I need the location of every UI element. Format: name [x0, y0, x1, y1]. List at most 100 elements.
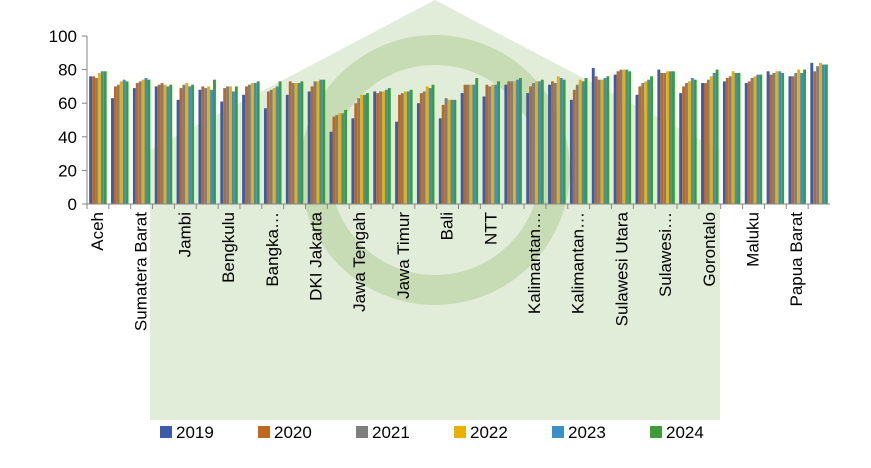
x-tick-label: Sulawesi Utara [612, 211, 631, 326]
bar [365, 93, 369, 204]
bar [310, 86, 314, 204]
bar [431, 84, 435, 204]
x-tick-label: Kalimantan… [569, 212, 588, 314]
bar [119, 81, 123, 204]
bar [135, 83, 139, 204]
bar [438, 118, 442, 204]
bar [650, 76, 653, 204]
bar [687, 81, 691, 204]
bar [562, 79, 566, 204]
x-tick-label: Jawa Tengah [350, 212, 369, 312]
bar [313, 81, 317, 204]
bar [516, 79, 519, 204]
bar [387, 88, 391, 204]
legend-label: 2020 [274, 423, 312, 442]
bar [144, 78, 148, 204]
bar [679, 93, 683, 204]
bar [147, 79, 151, 204]
bar [160, 83, 164, 204]
x-tick-label: Bali [438, 212, 457, 240]
bar [297, 83, 301, 204]
bar [138, 81, 142, 204]
bar [278, 81, 282, 204]
bar [725, 78, 729, 204]
legend-label: 2021 [372, 423, 410, 442]
bar [569, 99, 573, 204]
bar [111, 98, 114, 204]
bar [460, 93, 464, 204]
bar [671, 71, 675, 204]
bar [132, 88, 136, 204]
bar [641, 83, 645, 204]
bar [660, 72, 664, 205]
bar [210, 89, 214, 204]
bar [231, 91, 235, 204]
bar [198, 89, 202, 204]
bar [332, 116, 336, 204]
x-tick-label: Maluku [744, 212, 763, 267]
bar [703, 83, 707, 204]
bar [141, 79, 145, 204]
bar [513, 81, 517, 204]
bar [395, 121, 399, 204]
bar [731, 71, 735, 204]
bar [788, 76, 792, 204]
bar [425, 86, 429, 204]
bar [403, 91, 407, 204]
bar [400, 93, 404, 204]
legend-swatch [454, 426, 466, 438]
x-tick-label: Jambi [175, 212, 194, 257]
bar [497, 81, 501, 204]
bar [191, 84, 195, 204]
bar [363, 94, 366, 204]
legend-label: 2022 [470, 423, 508, 442]
bar [669, 71, 672, 204]
bar [534, 81, 538, 204]
bar [157, 84, 161, 204]
bar [819, 62, 822, 204]
bar [466, 84, 470, 204]
bar [537, 81, 541, 204]
bar [447, 99, 451, 204]
bar [488, 86, 492, 204]
bar [772, 72, 776, 205]
bar [769, 74, 773, 204]
bar [638, 86, 642, 204]
bar [504, 84, 508, 204]
bar [92, 76, 96, 204]
bar [628, 71, 632, 204]
bar [338, 113, 342, 204]
bar [382, 91, 385, 204]
bar [548, 84, 552, 204]
bar [416, 103, 420, 204]
bar [578, 79, 582, 204]
bar [291, 83, 295, 204]
bar [526, 93, 530, 204]
bar [591, 67, 595, 204]
bar [103, 71, 107, 204]
bar [800, 72, 804, 205]
bar [821, 64, 825, 204]
bar [409, 89, 413, 204]
bar [97, 72, 101, 205]
x-tick-label: DKI Jakarta [306, 211, 325, 300]
bar [540, 79, 544, 204]
bar [529, 86, 533, 204]
bar [322, 79, 326, 204]
bar [682, 86, 686, 204]
x-tick-label: Sumatera Barat [132, 212, 151, 331]
x-tick-label: Aceh [88, 212, 107, 251]
bar [625, 69, 629, 204]
bar [532, 83, 535, 204]
bar [494, 84, 498, 204]
bar [722, 81, 726, 204]
legend-swatch [160, 426, 172, 438]
bar [766, 71, 770, 204]
bar [357, 98, 361, 204]
bar [275, 86, 279, 204]
bar [125, 81, 129, 204]
bar [113, 86, 117, 204]
bar [422, 91, 426, 204]
bar [316, 81, 320, 204]
